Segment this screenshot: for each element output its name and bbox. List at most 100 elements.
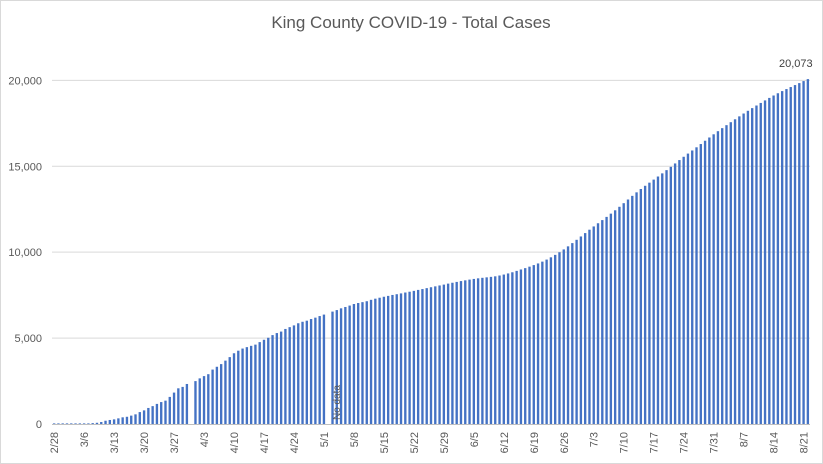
x-tick-label: 4/10 xyxy=(229,432,241,453)
x-tick-label: 3/6 xyxy=(79,432,91,447)
x-tick-label: 5/22 xyxy=(409,432,421,453)
x-tick-label: 3/20 xyxy=(139,432,151,453)
bar xyxy=(699,144,702,425)
bar xyxy=(369,299,373,424)
bar xyxy=(639,189,643,424)
bar xyxy=(408,291,411,424)
bar xyxy=(519,269,523,424)
bar xyxy=(785,89,788,424)
bar xyxy=(314,317,317,424)
bar xyxy=(121,417,124,424)
bar xyxy=(631,195,634,424)
bar xyxy=(395,294,398,424)
bar xyxy=(194,381,197,424)
bar xyxy=(275,333,279,424)
bar xyxy=(686,153,690,424)
bar xyxy=(725,125,728,424)
x-tick-label: 8/21 xyxy=(799,432,811,453)
bar xyxy=(464,280,467,424)
bar xyxy=(459,281,463,424)
bar xyxy=(721,128,724,424)
x-tick-label: 7/24 xyxy=(679,432,691,453)
x-tick-label: 4/3 xyxy=(199,432,211,447)
bar xyxy=(309,319,313,424)
bar xyxy=(241,348,244,424)
bar xyxy=(95,422,99,424)
bar xyxy=(481,277,484,424)
x-tick-label: 5/1 xyxy=(319,432,331,447)
bar xyxy=(421,289,424,424)
bar xyxy=(387,295,390,424)
bar xyxy=(82,423,86,424)
bar xyxy=(656,176,660,424)
bar xyxy=(211,369,214,424)
bar xyxy=(609,213,613,424)
bar xyxy=(541,261,544,424)
bar xyxy=(172,392,176,424)
bar xyxy=(318,316,321,424)
x-tick-label: 7/10 xyxy=(619,432,631,453)
bar xyxy=(215,366,219,424)
y-tick-label: 5,000 xyxy=(14,333,42,345)
bar xyxy=(678,160,681,424)
y-tick-label: 20,000 xyxy=(8,75,42,87)
bar xyxy=(292,325,296,424)
bar xyxy=(74,423,77,424)
y-tick-label: 10,000 xyxy=(8,247,42,259)
bar xyxy=(733,119,737,424)
bar xyxy=(789,87,792,425)
bar xyxy=(528,266,531,424)
bar xyxy=(451,282,454,424)
bar xyxy=(224,360,227,424)
annotations: No data xyxy=(332,385,343,420)
bar xyxy=(108,419,111,424)
bar xyxy=(404,292,407,424)
bar xyxy=(425,288,428,424)
bar xyxy=(583,233,587,424)
bar xyxy=(245,347,249,424)
bar xyxy=(164,400,167,424)
bar xyxy=(348,305,351,424)
bar xyxy=(117,418,120,424)
bar xyxy=(489,276,493,424)
bar xyxy=(511,272,514,424)
x-tick-label: 8/7 xyxy=(739,432,751,447)
data-label-last: 20,073 xyxy=(779,58,813,70)
bar xyxy=(549,257,553,424)
bar xyxy=(708,137,711,425)
bar xyxy=(344,306,347,424)
bar xyxy=(391,294,394,424)
y-axis-ticks: 0 5,000 10,000 15,000 20,000 xyxy=(8,75,42,431)
bar xyxy=(571,243,574,424)
x-tick-label: 7/17 xyxy=(649,432,661,453)
bar xyxy=(763,100,767,424)
bar xyxy=(558,252,561,424)
bar xyxy=(70,423,73,424)
bar xyxy=(712,134,715,425)
bar xyxy=(691,150,694,424)
x-tick-label: 5/15 xyxy=(379,432,391,453)
y-tick-label: 15,000 xyxy=(8,161,42,173)
bar xyxy=(626,199,630,424)
bar xyxy=(618,206,621,424)
bar xyxy=(399,293,403,424)
x-tick-label: 6/12 xyxy=(499,432,511,453)
bar xyxy=(751,108,754,424)
bar xyxy=(147,407,150,424)
bar xyxy=(434,286,437,424)
bar xyxy=(506,273,510,424)
bar xyxy=(297,323,300,424)
bar xyxy=(271,335,274,424)
bar xyxy=(793,85,797,424)
bar xyxy=(562,249,565,424)
bar xyxy=(91,423,94,424)
bar xyxy=(438,285,441,424)
bar xyxy=(446,283,450,424)
bar xyxy=(742,113,745,425)
bar xyxy=(768,97,771,424)
bar xyxy=(798,83,801,424)
bar xyxy=(155,403,159,424)
bar xyxy=(485,277,488,424)
bar xyxy=(442,284,446,424)
